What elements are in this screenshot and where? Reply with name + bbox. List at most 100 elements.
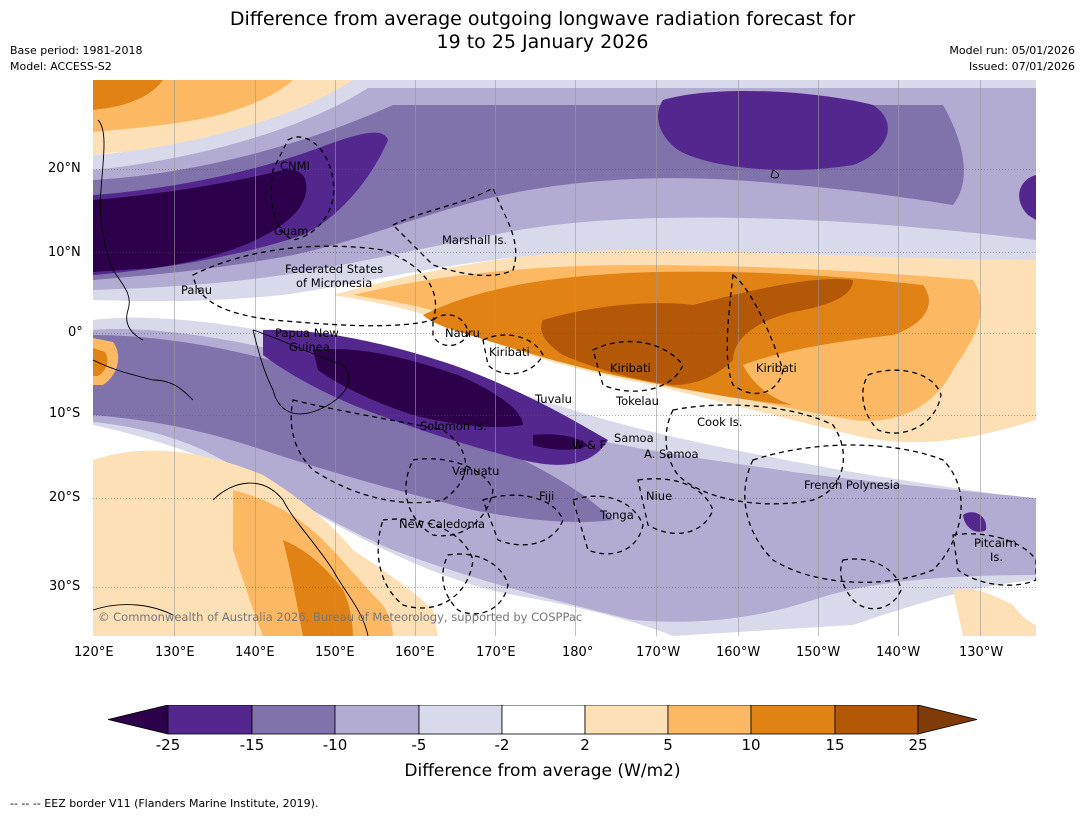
anomaly-north-darkest-purple	[93, 169, 307, 272]
eez-vanuatu	[405, 458, 494, 537]
lat-label-20s: 20°S	[49, 490, 81, 505]
colorbar-tick-1: -25	[155, 736, 181, 754]
australia-south-coast	[93, 604, 174, 616]
anomaly-sw-dark-orange-patch	[93, 348, 108, 376]
colorbar-swatch-3	[334, 705, 420, 735]
label-tuvalu: Tuvalu	[534, 392, 572, 406]
colorbar-tick-5: -2	[494, 736, 510, 754]
eez-cnmi-guam	[270, 136, 335, 241]
anomaly-south-medium-purple	[93, 335, 613, 522]
colorbar-tick-6: 2	[580, 736, 590, 754]
colorbar-extend-low	[108, 705, 169, 735]
label-vanuatu: Vanuatu	[452, 464, 499, 478]
label-fsm-line2: of Micronesia	[296, 276, 372, 290]
meta-left: Base period: 1981-2018 Model: ACCESS-S2	[10, 43, 142, 75]
title-line-1: Difference from average outgoing longwav…	[229, 8, 856, 30]
eez-niue	[637, 478, 714, 535]
eez-tonga	[572, 495, 644, 555]
region-labels: CNMI Guam Marshall Is. Federated States …	[181, 159, 1017, 564]
label-nauru: Nauru	[445, 326, 480, 340]
eez-pitcairn	[952, 533, 1036, 586]
eez-fiji	[482, 494, 564, 546]
eez-borders	[192, 136, 1036, 615]
label-french-polynesia: French Polynesia	[804, 478, 900, 492]
lat-gridlines	[93, 169, 1036, 588]
label-pitcairn-line2: Is.	[990, 550, 1003, 564]
label-fsm-line1: Federated States	[285, 262, 383, 276]
eez-kiribati-east	[726, 273, 784, 394]
lon-label-140w: 140°W	[876, 645, 921, 660]
lat-label-10s: 10°S	[49, 406, 81, 421]
lon-label-180: 180°	[562, 645, 594, 660]
eez-cook	[665, 404, 845, 505]
eez-austral	[840, 558, 902, 610]
eez-kiribati-west	[482, 334, 544, 375]
label-pitcairn-line1: Pitcairn	[974, 536, 1017, 550]
colorbar-tick-4: -5	[411, 736, 427, 754]
label-american-samoa: A. Samoa	[644, 447, 699, 461]
anomaly-south-darkest-purple-small	[533, 434, 588, 450]
label-marshall: Marshall Is.	[442, 233, 507, 247]
lat-label-30s: 30°S	[49, 579, 81, 594]
anomaly-north-deep-purple-east	[658, 90, 888, 170]
colorbar-tick-2: -15	[239, 736, 265, 754]
label-niue: Niue	[646, 489, 672, 503]
anomaly-equatorial-darkest-orange	[541, 279, 853, 385]
label-samoa: Samoa	[614, 431, 654, 445]
issued-date: Issued: 07/01/2026	[968, 60, 1075, 73]
eez-nauru	[432, 314, 469, 347]
label-cook: Cook Is.	[697, 415, 742, 429]
anomaly-south-darkest-purple	[313, 349, 523, 427]
lon-label-130w: 130°W	[959, 645, 1004, 660]
lat-label-20n: 20°N	[48, 161, 81, 176]
hawaii-coast	[770, 169, 780, 179]
label-kiribati-central: Kiribati	[610, 361, 651, 375]
lon-label-170w: 170°W	[636, 645, 681, 660]
colorbar-tick-8: 10	[741, 736, 761, 754]
lon-label-120e: 120°E	[74, 645, 114, 660]
eez-new-caledonia	[377, 518, 474, 609]
eez-kiribati-central	[592, 340, 684, 392]
colorbar-tick-9: 15	[825, 736, 845, 754]
lat-label-10n: 10°N	[48, 245, 81, 260]
anomaly-se-light-orange	[953, 588, 1036, 636]
label-cnmi: CNMI	[280, 159, 310, 173]
label-solomon: Solomon Is.	[420, 419, 487, 433]
lon-label-150w: 150°W	[796, 645, 841, 660]
lon-label-130e: 130°E	[155, 645, 195, 660]
base-period: Base period: 1981-2018	[10, 44, 143, 57]
label-wallis-futuna: W & F	[572, 438, 606, 452]
colorbar	[108, 705, 978, 735]
lon-label-140e: 140°E	[235, 645, 275, 660]
title-line-2: 19 to 25 January 2026	[436, 31, 649, 53]
colorbar-swatch-8	[750, 705, 836, 735]
lon-label-170e: 170°E	[476, 645, 516, 660]
anomaly-nw-dark-orange	[93, 80, 163, 110]
eez-solomon	[290, 399, 466, 504]
colorbar-swatch-6	[584, 705, 669, 735]
meta-right: Model run: 05/01/2026 Issued: 07/01/2026	[949, 43, 1075, 75]
map-title: Difference from average outgoing longwav…	[0, 8, 1085, 54]
anomaly-ne-purple	[1019, 175, 1036, 220]
asia-coast	[97, 119, 114, 271]
colorbar-swatch-5	[501, 705, 586, 735]
label-fiji: Fiji	[539, 489, 554, 503]
lat-label-0: 0°	[68, 325, 83, 340]
png-coast	[252, 329, 350, 415]
olr-anomaly-map[interactable]: CNMI Guam Marshall Is. Federated States …	[93, 80, 1036, 636]
colorbar-swatch-7	[667, 705, 752, 735]
colorbar-title: Difference from average (W/m2)	[404, 761, 681, 781]
colorbar-swatch-9	[834, 705, 919, 735]
colorbar-swatch-2	[251, 705, 336, 735]
eez-french-polynesia	[744, 444, 962, 583]
label-tokelau: Tokelau	[615, 394, 659, 408]
lon-label-160e: 160°E	[395, 645, 435, 660]
lon-label-150e: 150°E	[315, 645, 355, 660]
label-palau: Palau	[181, 283, 212, 297]
eez-marshall	[391, 187, 517, 277]
indonesia-coast	[93, 359, 194, 401]
eez-footnote: -- -- -- EEZ border V11 (Flanders Marine…	[10, 797, 319, 810]
model-run: Model run: 05/01/2026	[949, 44, 1075, 57]
label-new-caledonia: New Caledonia	[399, 517, 485, 531]
colorbar-tick-3: -10	[322, 736, 348, 754]
